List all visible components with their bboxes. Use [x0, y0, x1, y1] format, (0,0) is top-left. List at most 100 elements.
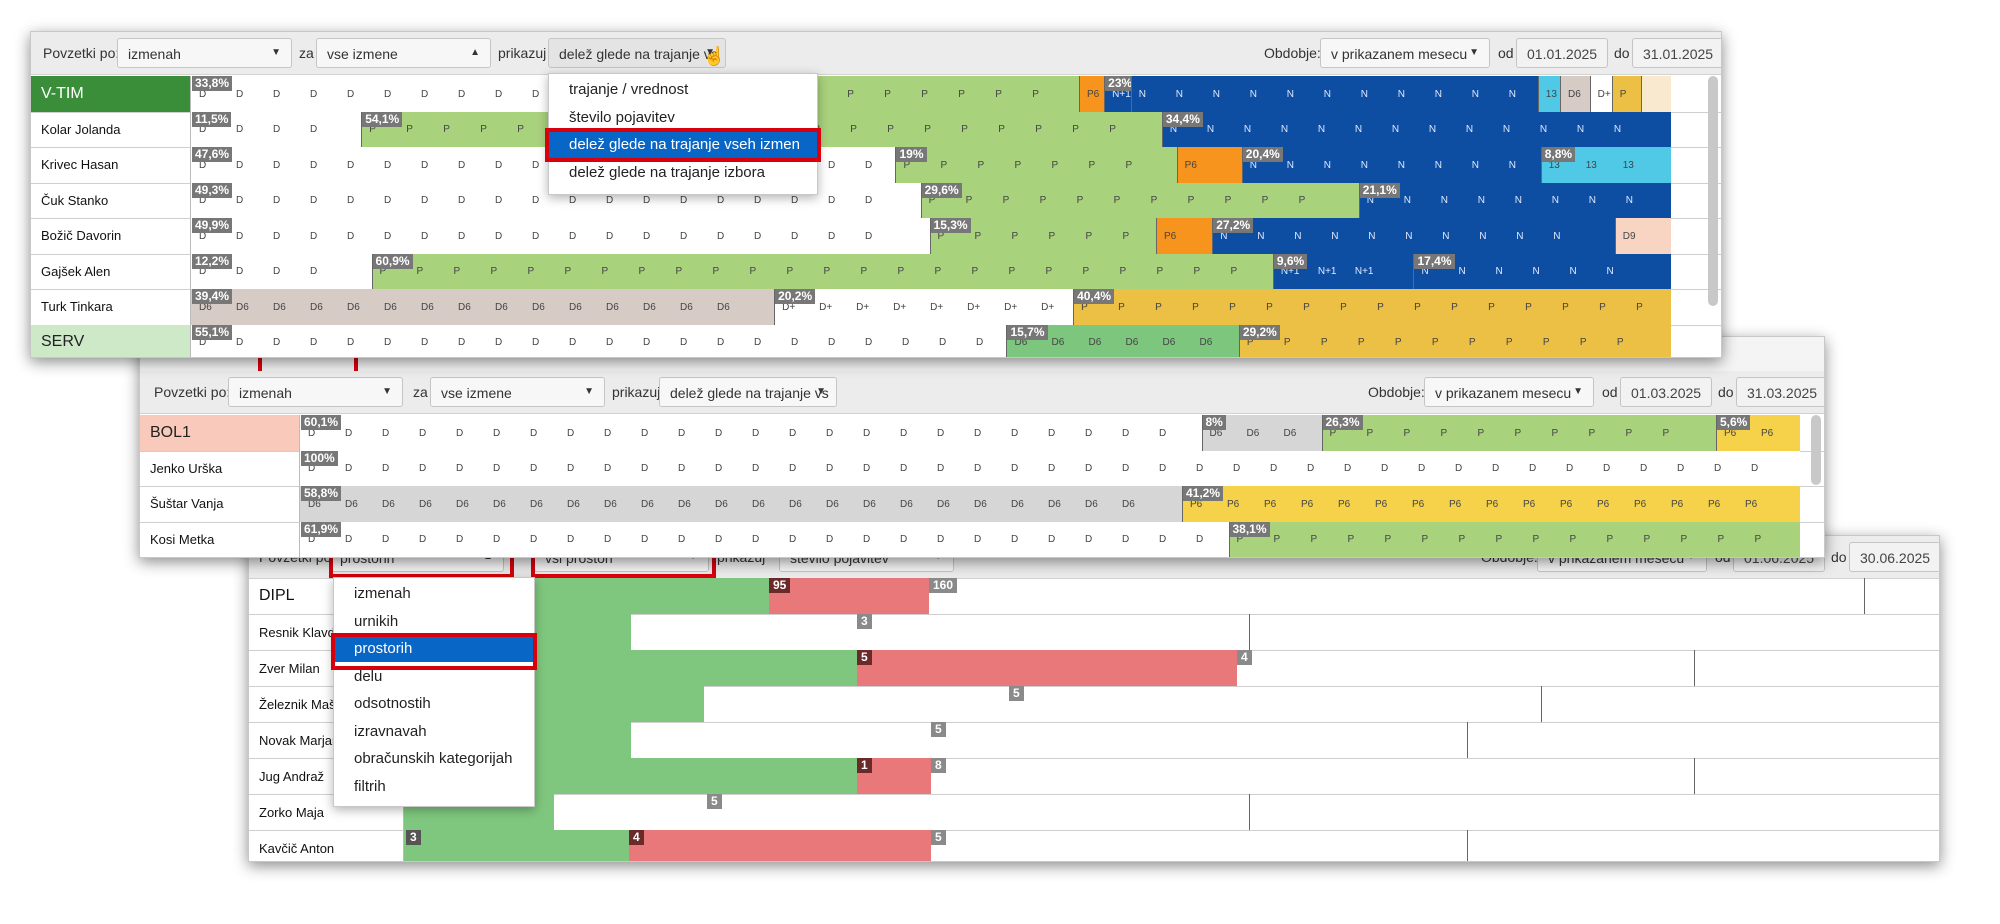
- from-date-input[interactable]: 01.03.2025: [1620, 377, 1712, 407]
- shift-code: P: [1468, 337, 1476, 349]
- menu-item[interactable]: delu: [354, 667, 383, 685]
- shift-code: P6: [1523, 498, 1536, 510]
- summary-row[interactable]: BOL1 D D D D D D D D D D D D D D D D D D D D D D D D 60,1% D6 D6 D6 8…: [140, 415, 1824, 452]
- for-select[interactable]: vse izmene ▲: [316, 38, 491, 68]
- summary-row[interactable]: Krivec HasanDDDDDDDDDDDDDDDDDDD47,6%PPPP…: [31, 147, 1721, 184]
- to-date-input[interactable]: 30.06.2025: [1849, 542, 1939, 572]
- shift-code: P6: [1745, 498, 1758, 510]
- menu-item[interactable]: izmenah: [354, 585, 411, 602]
- shift-code: D6: [606, 301, 619, 313]
- shift-code: N: [1442, 230, 1450, 242]
- shift-code: N: [1323, 88, 1332, 100]
- shift-code: N: [1440, 195, 1448, 207]
- menu-item[interactable]: urnikih: [354, 612, 399, 630]
- summary-row[interactable]: Gajšek Alen D D D D 12,2% P P P P P P P P P P P P P P P P P P P P…: [31, 253, 1721, 290]
- vertical-scrollbar[interactable]: [1708, 76, 1718, 306]
- shift-code: D: [606, 230, 614, 242]
- shift-code: P: [1002, 195, 1010, 207]
- shift-code: N: [1403, 195, 1411, 207]
- shift-code: N: [1516, 230, 1524, 242]
- shift-code: D6: [419, 498, 432, 510]
- shift-code: P: [847, 88, 854, 100]
- menu-item[interactable]: izravnavah: [354, 722, 427, 740]
- shift-code: D: [347, 159, 355, 171]
- share-percent: 61,9%: [301, 521, 342, 537]
- shift-code: N: [1286, 88, 1295, 100]
- summary-row[interactable]: Šuštar Vanja D6 D6 D6 D6 D6 D6 D6 D6 D6 D6 D6 D6 D6 D6…: [140, 486, 1824, 523]
- segment-boundary: [1212, 218, 1214, 254]
- shift-code: D: [456, 427, 464, 439]
- from-date-input[interactable]: 01.01.2025: [1516, 38, 1608, 68]
- segment-boundary: [1560, 76, 1561, 112]
- share-percent: 60,9%: [372, 253, 413, 269]
- summary-row[interactable]: Čuk Stanko D D D D D D D D D D D D D D D D D D D 49,3% P P P P P P…: [31, 182, 1721, 219]
- shift-code: D: [458, 337, 466, 349]
- shift-code: D6: [643, 301, 656, 313]
- summary-row[interactable]: Jenko Urška D D D D D D D D D D D D D D D D D D D D D D D D D D D D D…: [140, 450, 1824, 487]
- show-select[interactable]: delež glede na trajanje vs ▼: [548, 38, 726, 68]
- shift-code: D6: [1014, 337, 1028, 349]
- menu-item[interactable]: odsotnostih: [354, 695, 431, 712]
- shift-code: P: [1298, 195, 1306, 207]
- shift-code: P: [1625, 427, 1633, 439]
- summary-row[interactable]: Kavčič Anton 3 4 5: [249, 830, 1939, 861]
- summary-row[interactable]: V-TIMDDDDDDDDDDDDD33,8%PPPPPPPPPPP6N+123…: [31, 76, 1721, 113]
- occurrence-bar-r: [857, 650, 1237, 686]
- segment-boundary: [1540, 147, 1542, 183]
- summary-row[interactable]: Kosi Metka D D D D D D D D D D D D D D D D D D D D D D D D D 61,9%…: [140, 521, 1824, 557]
- shift-code: P: [884, 88, 891, 100]
- menu-item[interactable]: delež glede na trajanje izbora: [569, 163, 765, 181]
- shift-code: D: [641, 427, 649, 439]
- share-percent: 15,3%: [930, 218, 971, 233]
- shift-code: N: [1471, 88, 1480, 100]
- summary-by-select[interactable]: izmenah ▼: [228, 377, 403, 407]
- shift-code: P: [934, 266, 942, 278]
- shift-code: D: [419, 427, 427, 439]
- show-select[interactable]: delež glede na trajanje vs ▼: [659, 377, 837, 407]
- shift-code: P: [1542, 337, 1550, 349]
- summary-row[interactable]: SERV D D D D D D D D D D D D D D D D D D D D D D 55,1% D6 D6 D6 D6 D…: [31, 324, 1721, 357]
- shift-code: P: [1458, 534, 1466, 546]
- menu-item[interactable]: obračunskih kategorijah: [354, 750, 513, 767]
- shift-code: D: [1714, 463, 1722, 475]
- summary-row[interactable]: Turk Tinkara D6 D6 D6 D6 D6 D6 D6 D6 D6 D6 D6 D6 D6 D6…: [31, 289, 1721, 326]
- shift-code: P: [1588, 427, 1596, 439]
- menu-item[interactable]: število pojavitev: [569, 108, 675, 126]
- shift-code: N: [1551, 195, 1559, 207]
- menu-item[interactable]: prostorih: [334, 635, 534, 662]
- shift-code: D: [900, 463, 908, 475]
- summary-row[interactable]: Božič Davorin D D D D D D D D D D D D D D D D D D D 49,9% P P P…: [31, 218, 1721, 255]
- row-name: Kolar Jolanda: [31, 111, 191, 147]
- shift-code: P: [1414, 301, 1421, 313]
- shift-code: D6: [641, 498, 654, 510]
- menu-item[interactable]: filtrih: [354, 777, 386, 795]
- summary-by-select[interactable]: izmenah ▼: [117, 38, 292, 68]
- menu-item[interactable]: trajanje / vrednost: [569, 81, 689, 98]
- segment-boundary: [371, 253, 373, 289]
- to-date-input[interactable]: 31.03.2025: [1736, 377, 1824, 407]
- shift-segment: D6 D6 D6 D6 D6 D6 D6 D6 D6 D6 D6 D6 D6 D6 D6: [191, 289, 775, 325]
- shift-code: N: [1138, 88, 1147, 100]
- to-date-input[interactable]: 31.01.2025: [1632, 38, 1721, 68]
- shift-code: P: [823, 266, 831, 278]
- period-select[interactable]: v prikazanem mesecu▼: [1320, 38, 1490, 68]
- shift-code: N: [1368, 230, 1376, 242]
- shift-code: D: [493, 534, 501, 546]
- shift-code: D6: [421, 301, 434, 313]
- shift-code: D: [1122, 534, 1130, 546]
- period-select[interactable]: v prikazanem mesecu▼: [1424, 377, 1594, 407]
- menu-item[interactable]: delež glede na trajanje vseh izmen: [549, 131, 817, 158]
- summary-row[interactable]: Kolar JolandaDDDD11,5%PPPPPPPPPPPPPPPPPP…: [31, 111, 1721, 148]
- shift-code: D6: [1088, 337, 1102, 349]
- shift-code: D: [236, 159, 244, 171]
- for-select[interactable]: vse izmene ▼: [430, 377, 605, 407]
- shift-segment: D6: [1560, 76, 1590, 112]
- share-percent: 17,4%: [1414, 253, 1455, 269]
- shift-code: D: [384, 195, 392, 207]
- shift-code: N: [1613, 124, 1622, 136]
- shift-code: D6: [567, 498, 580, 510]
- shift-code: D: [273, 266, 281, 278]
- shift-code: P: [1229, 301, 1236, 313]
- shift-code: D: [974, 463, 982, 475]
- vertical-scrollbar[interactable]: [1811, 415, 1821, 485]
